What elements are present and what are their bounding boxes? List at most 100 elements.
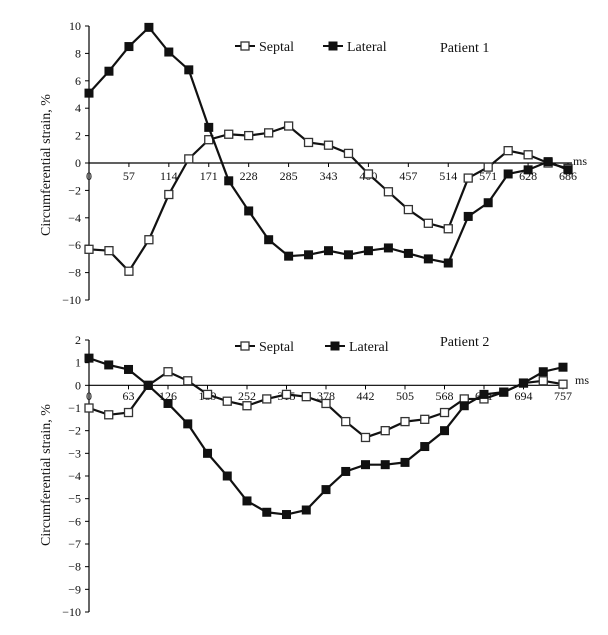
y-tick-label: −1 [68, 401, 81, 415]
y-axis-label: Circumferential strain, % [39, 94, 54, 236]
lateral-point [163, 398, 173, 408]
lateral-point [164, 47, 174, 57]
lateral-point [538, 367, 548, 377]
x-unit-label: ms [575, 373, 589, 387]
septal-point [303, 137, 314, 148]
septal-point [383, 187, 394, 197]
lateral-point [184, 65, 194, 75]
y-tick-label: −10 [62, 605, 81, 619]
y-tick-label: 2 [75, 333, 81, 347]
x-tick-label: 442 [357, 389, 375, 403]
x-tick-label: 63 [123, 389, 135, 403]
septal-point [503, 146, 513, 156]
y-tick-label: 4 [75, 101, 81, 115]
septal-point [224, 129, 234, 139]
y-tick-label: −8 [68, 560, 81, 574]
septal-point [439, 407, 450, 418]
x-tick-label: 457 [399, 169, 417, 183]
septal-point [523, 150, 533, 160]
septal-point [423, 218, 433, 228]
x-tick-label: 228 [240, 169, 258, 183]
septal-point [283, 121, 294, 131]
septal-point [163, 367, 173, 377]
x-tick-label: 252 [238, 389, 256, 403]
lateral-point [144, 22, 154, 32]
legend-lateral-label: Lateral [349, 340, 389, 355]
septal-point [264, 128, 274, 138]
lateral-point [183, 419, 193, 429]
x-tick-label: 514 [439, 169, 457, 183]
y-axis-label: Circumferential strain, % [39, 404, 54, 546]
lateral-point [301, 505, 311, 515]
lateral-point [124, 364, 134, 374]
lateral-point [321, 485, 331, 495]
septal-point [400, 416, 410, 427]
legend-septal-marker [240, 341, 250, 351]
septal-point [538, 376, 548, 386]
y-tick-label: 0 [75, 156, 81, 170]
x-tick-label: 114 [160, 169, 178, 183]
y-tick-label: −10 [62, 293, 81, 307]
septal-point [323, 140, 334, 150]
y-tick-label: 10 [69, 19, 81, 33]
lateral-point [558, 362, 568, 372]
septal-point [380, 426, 390, 436]
lateral-point [483, 198, 493, 208]
lateral-point [523, 165, 533, 175]
septal-point [420, 414, 430, 424]
lateral-point [104, 66, 114, 76]
lateral-point [420, 442, 430, 452]
x-tick-label: 343 [320, 169, 338, 183]
lateral-point [224, 176, 234, 186]
y-tick-label: −4 [68, 211, 81, 225]
lateral-point [264, 235, 274, 245]
lateral-point [380, 460, 390, 470]
lateral-point [499, 387, 509, 397]
lateral-point [124, 42, 134, 52]
lateral-point [543, 157, 553, 167]
lateral-point [363, 246, 373, 256]
lateral-point [304, 250, 314, 260]
lateral-point [281, 510, 291, 520]
lateral-point [479, 389, 489, 399]
x-tick-label: 568 [436, 389, 454, 403]
lateral-point [423, 254, 433, 264]
septal-point [104, 410, 114, 420]
y-tick-label: −6 [68, 514, 81, 528]
septal-point [123, 407, 134, 418]
lateral-point [563, 165, 573, 175]
lateral-point [204, 122, 214, 132]
septal-point [403, 204, 414, 215]
septal-point [164, 189, 174, 200]
septal-point [301, 392, 311, 402]
lateral-point [361, 460, 371, 470]
lateral-point [222, 471, 232, 481]
lateral-point [518, 378, 528, 388]
y-tick-label: 6 [75, 74, 81, 88]
x-tick-label: 285 [280, 169, 298, 183]
x-tick-label: 171 [200, 169, 218, 183]
septal-point [184, 154, 194, 164]
y-tick-label: −8 [68, 266, 81, 280]
septal-point [363, 169, 374, 179]
y-tick-label: 1 [75, 356, 81, 370]
y-tick-label: −6 [68, 238, 81, 252]
septal-point [321, 398, 331, 409]
y-tick-label: −7 [68, 537, 81, 551]
lateral-point [284, 251, 294, 261]
septal-point [360, 432, 371, 443]
septal-point [244, 130, 254, 141]
septal-point [104, 246, 114, 256]
septal-point [341, 416, 351, 427]
septal-point [183, 376, 193, 386]
x-tick-label: 571 [479, 169, 497, 183]
septal-point [483, 162, 493, 172]
lateral-point [244, 206, 254, 216]
x-tick-label: 0 [86, 169, 92, 183]
lateral-point [443, 258, 453, 268]
patient-2-chart: Circumferential strain, % ms Patient 2 2… [39, 333, 589, 619]
septal-point [84, 244, 94, 254]
x-unit-label: ms [573, 154, 587, 168]
patient-label: Patient 2 [440, 335, 489, 350]
